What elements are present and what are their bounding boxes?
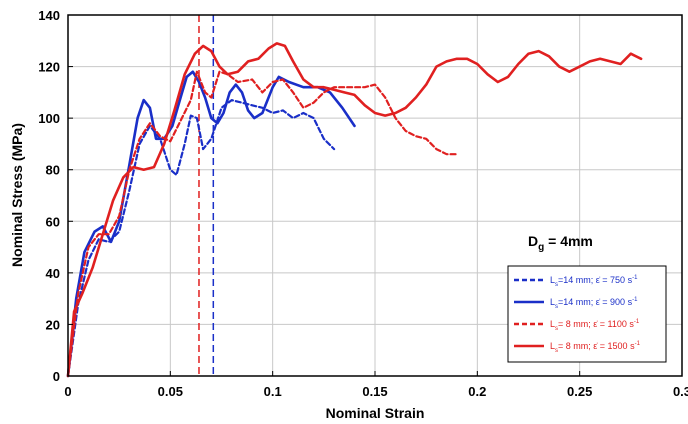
x-tick-label: 0.2 <box>468 384 486 399</box>
series-line-1 <box>66 99 336 378</box>
legend-label-sup: -1 <box>632 297 638 303</box>
series-line-2 <box>66 70 356 378</box>
x-tick-label: 0 <box>64 384 71 399</box>
legend-label-text: = 8 mm; ε̇ = 1100 s <box>558 319 634 329</box>
series-line-3 <box>66 70 458 378</box>
vertical-guide-lines <box>198 15 215 376</box>
legend-label-3: Ls= 8 mm; ε̇ = 1100 s-1 <box>550 319 640 332</box>
legend-label-text: =14 mm; ε̇ = 750 s <box>558 275 633 285</box>
legend-label-sup: -1 <box>635 341 641 347</box>
y-tick-label: 100 <box>38 111 60 126</box>
dg-annotation-sub: g <box>538 242 544 253</box>
x-ticks: 0 0.05 0.1 0.15 0.2 0.25 0.3 <box>64 371 688 399</box>
legend-label-main: L <box>550 341 555 351</box>
legend-label-sub: s <box>555 326 558 332</box>
legend-label-main: L <box>550 319 555 329</box>
legend-label-1: Ls=14 mm; ε̇ = 750 s-1 <box>550 275 638 288</box>
x-tick-label: 0.3 <box>673 384 688 399</box>
y-tick-label: 140 <box>38 8 60 23</box>
y-tick-label: 40 <box>46 266 60 281</box>
x-tick-label: 0.25 <box>567 384 592 399</box>
x-tick-label: 0.1 <box>264 384 282 399</box>
legend-label-sub: s <box>555 348 558 354</box>
y-tick-label: 120 <box>38 60 60 75</box>
y-tick-label: 20 <box>46 317 60 332</box>
legend: Ls=14 mm; ε̇ = 750 s-1Ls=14 mm; ε̇ = 900… <box>507 265 667 363</box>
y-axis-title: Nominal Stress (MPa) <box>9 123 25 267</box>
legend-label-sup: -1 <box>632 275 638 281</box>
legend-label-text: = 8 mm; ε̇ = 1500 s <box>558 341 635 351</box>
dg-annotation-main: D <box>528 233 538 249</box>
legend-label-sup: -1 <box>634 319 640 325</box>
y-tick-label: 0 <box>53 369 60 384</box>
legend-label-2: Ls=14 mm; ε̇ = 900 s-1 <box>550 297 638 310</box>
dg-annotation: Dg = 4mm <box>528 233 593 253</box>
legend-label-main: L <box>550 275 555 285</box>
legend-label-sub: s <box>555 282 558 288</box>
x-axis-title: Nominal Strain <box>326 405 425 421</box>
x-tick-label: 0.05 <box>158 384 183 399</box>
y-tick-label: 80 <box>46 163 60 178</box>
series-line-4 <box>66 42 643 378</box>
legend-label-sub: s <box>555 304 558 310</box>
y-tick-label: 60 <box>46 214 60 229</box>
series-layer <box>66 42 643 378</box>
y-ticks: 0 20 40 60 80 100 120 140 <box>38 8 73 384</box>
legend-label-4: Ls= 8 mm; ε̇ = 1500 s-1 <box>550 341 641 354</box>
x-tick-label: 0.15 <box>362 384 387 399</box>
dg-annotation-tail: = 4mm <box>544 233 593 249</box>
legend-label-text: =14 mm; ε̇ = 900 s <box>558 297 633 307</box>
legend-label-main: L <box>550 297 555 307</box>
